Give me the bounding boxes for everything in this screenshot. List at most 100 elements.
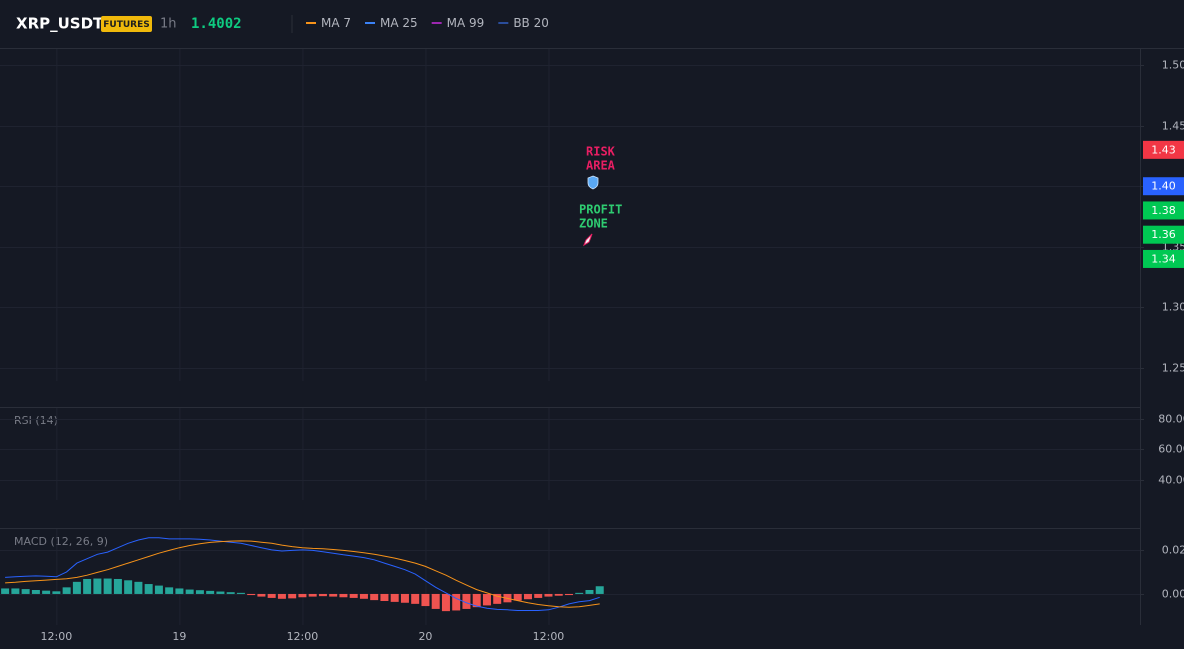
histogram-bar: [513, 593, 522, 601]
histogram-bar: [144, 584, 153, 594]
histogram-bar: [482, 593, 491, 606]
annotation: ZONE: [579, 217, 608, 231]
histogram-bar: [154, 585, 163, 594]
histogram-bar: [544, 593, 553, 597]
x-tick-label: 12:00: [41, 630, 73, 643]
rsi-title: RSI (14): [14, 414, 58, 427]
price-tag-label: 1.38: [1151, 204, 1176, 217]
x-tick-label: 20: [418, 630, 432, 643]
histogram-bar: [554, 593, 563, 596]
histogram-bar: [52, 591, 61, 594]
histogram-bar: [257, 593, 266, 597]
y-tick-label: 0.02: [1162, 544, 1184, 557]
histogram-bar: [277, 593, 286, 599]
histogram-bar: [1, 588, 10, 594]
badge-bg: [101, 16, 152, 32]
histogram-bar: [288, 593, 297, 599]
histogram-bar: [452, 593, 461, 611]
histogram-bar: [11, 588, 20, 594]
y-tick-label: 1.30: [1162, 301, 1184, 314]
histogram-bar: [462, 593, 471, 609]
last-price: 1.4002: [191, 16, 242, 32]
y-tick-label: 80.00: [1158, 413, 1184, 426]
histogram-bar: [226, 592, 235, 594]
macd-title: MACD (12, 26, 9): [14, 535, 108, 548]
legend-entry: MA 25: [380, 16, 418, 30]
histogram-bar: [175, 588, 184, 594]
histogram-bar: [534, 593, 543, 598]
histogram-bar: [421, 593, 430, 607]
histogram-bar: [195, 590, 204, 594]
y-tick-label: 1.25: [1162, 362, 1184, 375]
rocket-icon: [582, 233, 593, 247]
histogram-bar: [216, 591, 225, 594]
annotation: AREA: [586, 159, 616, 173]
histogram-bar: [400, 593, 409, 603]
histogram-bar: [441, 593, 450, 612]
histogram-bar: [83, 578, 92, 594]
histogram-bar: [113, 578, 122, 594]
histogram-bar: [124, 580, 133, 594]
annotation: PROFIT: [579, 203, 622, 217]
legend-entry: BB 20: [513, 16, 549, 30]
y-tick-label: 40.00: [1158, 474, 1184, 487]
histogram-bar: [247, 593, 256, 596]
histogram-bar: [134, 581, 143, 594]
histogram-bar: [31, 589, 40, 594]
histogram-bar: [329, 593, 338, 597]
x-tick-label: 12:00: [533, 630, 565, 643]
macd-line: [5, 540, 600, 608]
price-tag-label: 1.36: [1151, 228, 1176, 241]
histogram-bar: [349, 593, 358, 598]
histogram-bar: [390, 593, 399, 602]
histogram-bar: [595, 586, 604, 594]
histogram-bar: [339, 593, 348, 598]
y-tick-label: 0.00: [1162, 588, 1184, 601]
histogram-bar: [359, 593, 368, 599]
histogram-bar: [62, 587, 71, 594]
histogram-bar: [206, 590, 215, 594]
histogram-bar: [298, 593, 307, 598]
y-tick-label: 1.45: [1162, 120, 1184, 133]
y-tick-label: 60.00: [1158, 443, 1184, 456]
price-tag-label: 1.40: [1151, 180, 1176, 193]
histogram-bar: [72, 581, 81, 594]
price-tag: [1143, 225, 1184, 244]
price-tag: [1143, 201, 1184, 220]
histogram-bar: [523, 593, 532, 600]
legend-entry: MA 99: [447, 16, 485, 30]
y-tick-label: 1.50: [1162, 59, 1184, 72]
histogram-bar: [380, 593, 389, 601]
histogram-bar: [103, 578, 112, 594]
histogram-bar: [236, 592, 245, 594]
histogram-bar: [493, 593, 502, 604]
annotation: RISK: [586, 145, 616, 159]
histogram-bar: [42, 590, 51, 594]
histogram-bar: [21, 589, 30, 594]
histogram-bar: [165, 587, 174, 594]
legend-entry: MA 7: [321, 16, 351, 30]
histogram-bar: [431, 593, 440, 609]
histogram-bar: [308, 593, 317, 597]
symbol[interactable]: XRP_USDT: [16, 15, 104, 33]
histogram-bar: [585, 589, 594, 594]
histogram-bar: [370, 593, 379, 601]
x-tick-label: 19: [172, 630, 186, 643]
price-tag: [1143, 249, 1184, 268]
histogram-bar: [318, 593, 327, 597]
histogram-bar: [185, 589, 194, 594]
histogram-bar: [564, 593, 573, 596]
x-tick-label: 12:00: [287, 630, 319, 643]
histogram-bar: [93, 578, 102, 594]
badge: FUTURES: [103, 20, 149, 30]
price-tag-label: 1.34: [1151, 252, 1176, 265]
interval[interactable]: 1h: [160, 17, 177, 32]
price-tag-label: 1.43: [1151, 143, 1176, 156]
macd-line: [5, 537, 600, 611]
shield-icon: [587, 175, 599, 190]
histogram-bar: [575, 592, 584, 594]
histogram-bar: [411, 593, 420, 604]
